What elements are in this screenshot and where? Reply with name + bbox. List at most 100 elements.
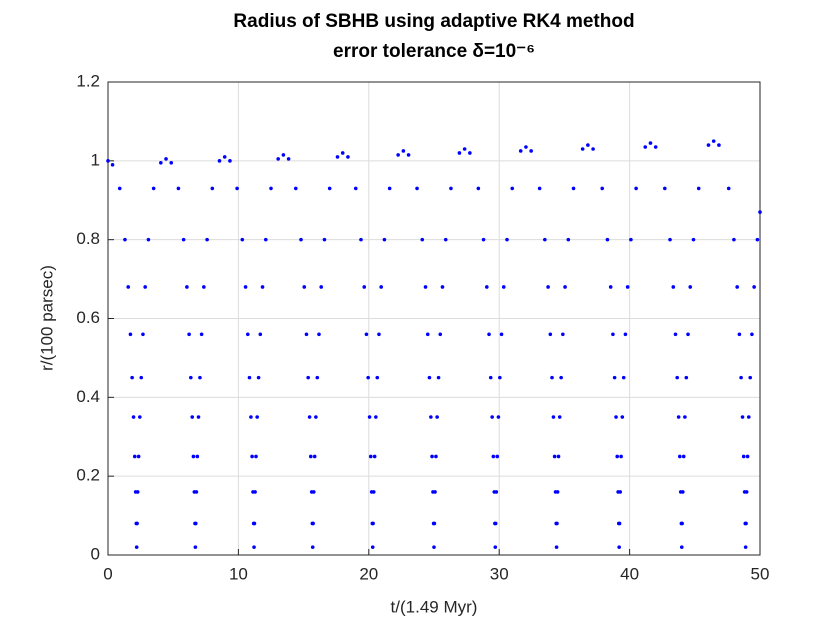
point	[423, 285, 428, 289]
point	[559, 375, 563, 380]
point	[671, 285, 676, 289]
point	[643, 145, 648, 149]
point	[106, 159, 110, 163]
point	[432, 521, 437, 526]
point	[176, 186, 181, 191]
point	[737, 332, 742, 337]
point	[276, 157, 280, 161]
point	[586, 143, 590, 147]
point	[372, 454, 377, 459]
point	[258, 332, 263, 337]
point	[193, 521, 198, 526]
point	[286, 157, 291, 161]
point	[370, 545, 375, 549]
point	[139, 375, 144, 380]
point	[487, 332, 491, 337]
point	[619, 454, 623, 459]
point	[561, 332, 565, 337]
point	[752, 285, 756, 289]
point	[629, 237, 633, 242]
point	[621, 375, 626, 380]
point	[501, 285, 506, 289]
point	[371, 521, 375, 526]
point	[312, 454, 317, 459]
point	[735, 285, 739, 289]
point	[494, 490, 499, 494]
point	[281, 153, 286, 157]
point	[524, 145, 528, 149]
point	[315, 375, 320, 380]
point	[311, 521, 315, 526]
point	[740, 415, 745, 419]
point	[135, 521, 139, 526]
y-tick-label: 0.2	[76, 466, 100, 485]
point	[491, 454, 496, 459]
chart-title: Radius of SBHB using adaptive RK4 method	[233, 11, 634, 32]
point	[673, 332, 678, 337]
point	[741, 454, 746, 459]
point	[681, 454, 686, 459]
point	[432, 545, 436, 549]
point	[310, 545, 315, 549]
point	[620, 415, 625, 419]
point	[481, 237, 486, 242]
point	[676, 415, 681, 419]
point	[600, 186, 605, 191]
point	[299, 237, 303, 242]
point	[488, 375, 493, 380]
point	[557, 415, 562, 419]
point	[490, 415, 494, 419]
point	[457, 151, 462, 155]
point	[254, 454, 258, 459]
point	[198, 375, 202, 380]
point	[319, 285, 324, 289]
point	[346, 155, 350, 159]
point	[468, 151, 472, 155]
point	[240, 237, 245, 242]
point	[205, 237, 209, 242]
point	[222, 155, 227, 159]
point	[608, 285, 613, 289]
point	[130, 375, 134, 380]
point	[195, 454, 200, 459]
point	[359, 237, 363, 242]
point	[648, 141, 653, 145]
point	[618, 490, 623, 494]
point	[307, 415, 312, 419]
point	[379, 285, 383, 289]
point	[228, 159, 232, 163]
point	[443, 237, 448, 242]
point	[433, 490, 437, 494]
point	[571, 186, 576, 191]
point	[401, 149, 406, 153]
point	[256, 375, 261, 380]
point	[498, 375, 502, 380]
point	[543, 237, 547, 242]
point	[429, 415, 433, 419]
point	[611, 332, 615, 337]
point	[202, 285, 206, 289]
point	[556, 454, 561, 459]
point	[335, 155, 340, 159]
point	[476, 186, 481, 191]
point	[505, 237, 509, 242]
point	[617, 521, 622, 526]
point	[322, 237, 327, 242]
point	[252, 545, 256, 549]
point	[131, 415, 136, 419]
point	[185, 285, 189, 289]
point	[362, 285, 367, 289]
point	[449, 186, 453, 191]
point	[681, 490, 685, 494]
point	[496, 415, 501, 419]
point	[726, 186, 731, 191]
point	[758, 210, 762, 214]
point	[529, 149, 533, 153]
point	[304, 332, 309, 337]
point	[263, 237, 268, 242]
x-tick-label: 20	[359, 564, 378, 583]
point	[563, 285, 567, 289]
point	[327, 186, 332, 191]
point	[686, 332, 690, 337]
